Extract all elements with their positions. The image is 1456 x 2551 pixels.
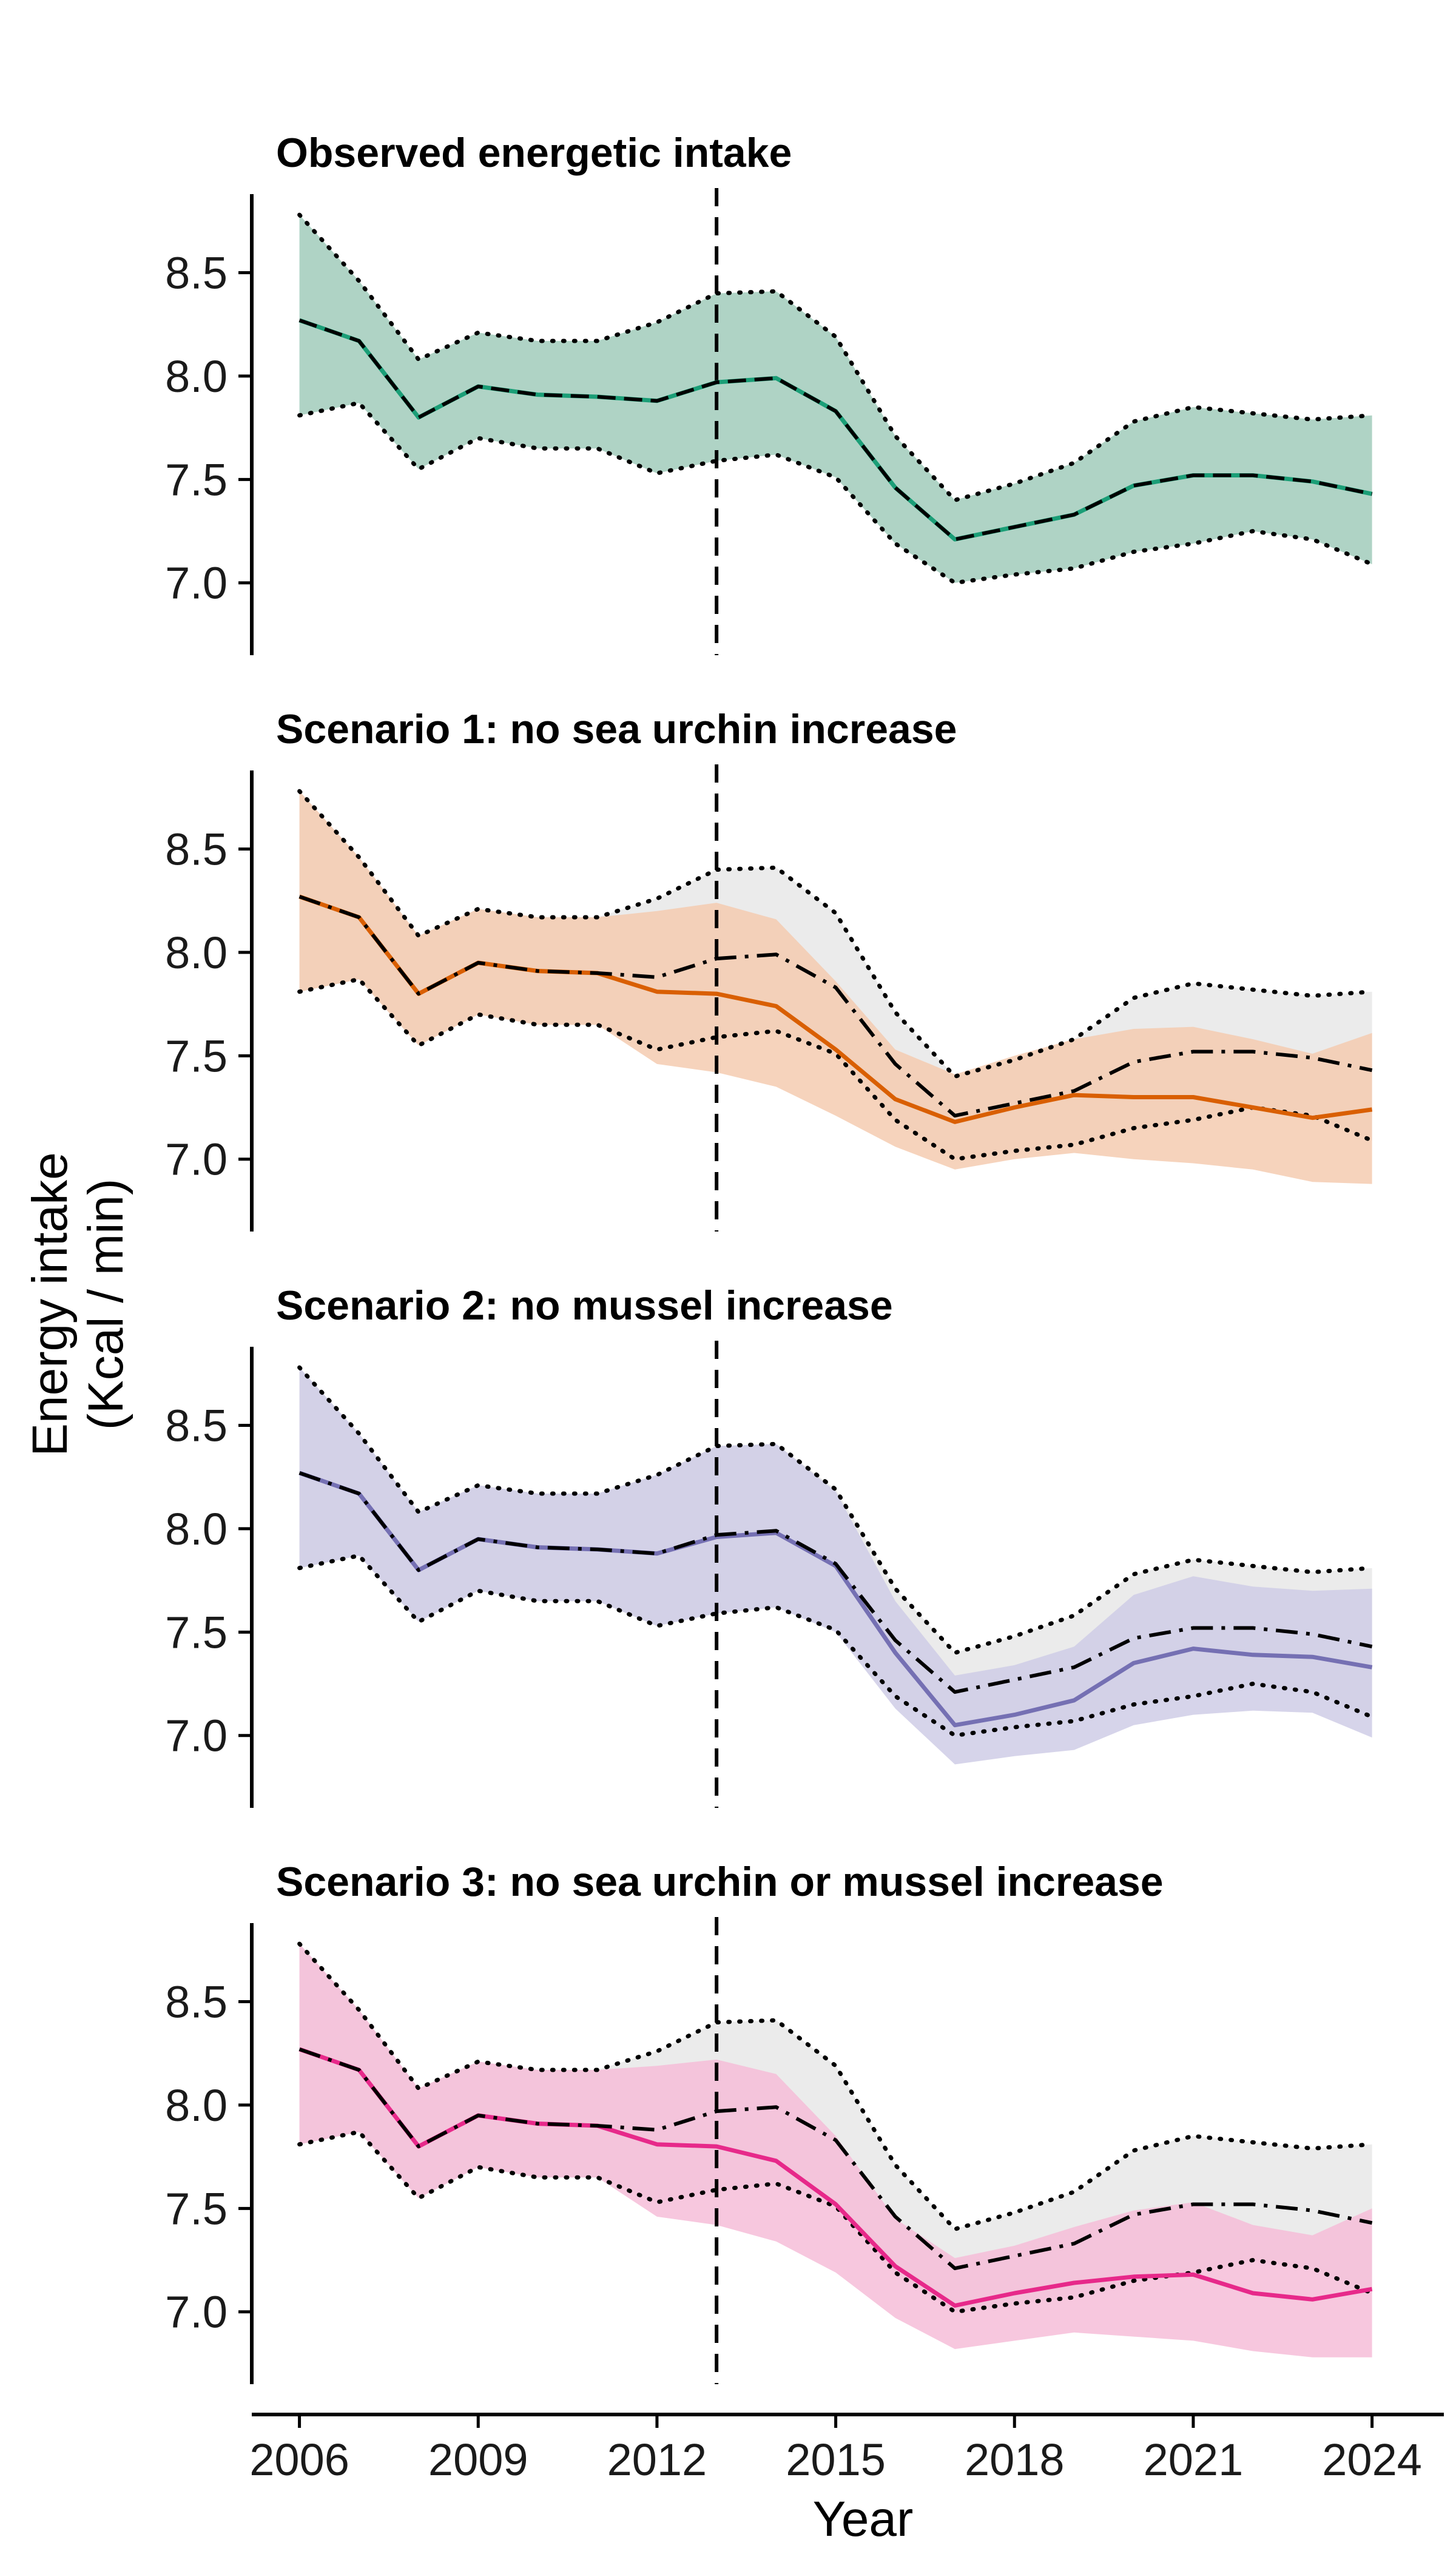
y-tick-label: 7.5 [165,2183,228,2234]
y-tick-label: 8.0 [165,2080,228,2131]
y-tick-label: 8.5 [165,824,228,875]
lower-bound-line [297,2129,1375,2314]
y-axis-title: Energy intake(Kcal / min) [22,1152,133,1456]
panel-title: Scenario 2: no mussel increase [276,1282,893,1329]
upper-bound-line [297,212,1375,503]
upper-bound-line [297,1941,1375,2232]
panel-title: Scenario 1: no sea urchin increase [276,706,957,752]
y-tick-label: 7.5 [165,454,228,505]
panel-1: Observed energetic intake 7.0 7.5 8.0 8.5 [165,130,1375,655]
lower-bound-line [297,400,1375,585]
panel-title: Observed energetic intake [276,130,792,176]
y-tick-label: 8.0 [165,1504,228,1554]
panel-2: Scenario 1: no sea urchin increase 7.0 7.5… [165,706,1375,1232]
y-tick-label: 8.0 [165,928,228,978]
panel-3: Scenario 2: no mussel increase 7.0 7.5 8.0 8… [165,1282,1375,1808]
y-tick-label: 7.0 [165,1711,228,1761]
x-axis-title: Year [813,2492,914,2547]
x-tick-label: 2009 [428,2435,528,2485]
y-tick-label: 8.5 [165,1977,228,2027]
uncertainty-band [299,215,1372,583]
observed-mean-line [298,2047,1373,2271]
y-tick-label: 7.5 [165,1031,228,1081]
upper-bound-line [297,1365,1375,1656]
x-tick-label: 2015 [786,2435,886,2485]
upper-bound-line [297,789,1375,1079]
x-tick-label: 2024 [1322,2435,1422,2485]
panel-4: Scenario 3: no sea urchin or mussel incr… [165,1859,1375,2384]
x-tick-label: 2018 [965,2435,1065,2485]
panel-title: Scenario 3: no sea urchin or mussel incr… [276,1859,1164,1905]
y-tick-label: 8.5 [165,248,228,298]
y-tick-label: 7.0 [165,1134,228,1185]
x-tick-label: 2021 [1144,2435,1244,2485]
lower-bound-line [297,1553,1375,1738]
y-tick-label: 7.0 [165,2287,228,2337]
y-tick-label: 8.0 [165,351,228,402]
y-tick-label: 7.5 [165,1607,228,1657]
observed-mean-line [298,895,1373,1118]
lower-bound-line [297,977,1375,1162]
uncertainty-band [299,1944,1372,2357]
x-tick-label: 2006 [249,2435,349,2485]
y-axis-title-line: (Kcal / min) [78,1179,133,1431]
observed-mean-line [298,318,1373,542]
observed-mean-line [298,1471,1373,1694]
y-axis-title-line: Energy intake [22,1152,78,1456]
y-tick-label: 8.5 [165,1401,228,1451]
y-tick-label: 7.0 [165,558,228,608]
x-tick-label: 2012 [607,2435,707,2485]
